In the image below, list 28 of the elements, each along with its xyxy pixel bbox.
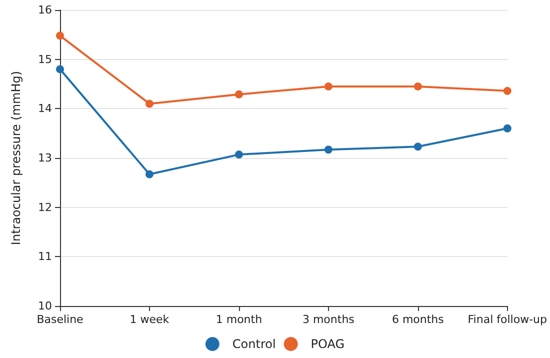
x-tick-label: 3 months [302,313,355,326]
y-tick-label: 16 [38,4,52,16]
x-tick-label: 1 month [216,313,262,326]
point [324,82,332,90]
legend-label: POAG [310,337,345,351]
y-tick-label: 13 [38,152,52,164]
x-tick-label: Final follow-up [468,313,548,326]
y-tick-label: 11 [38,250,52,264]
point [56,32,64,40]
y-tick-label: 12 [38,200,52,214]
x-tick-label: Baseline [36,313,84,326]
point [234,150,243,159]
y-tick-label: 14 [38,102,52,116]
point [414,142,422,151]
point [145,170,154,178]
point [503,124,512,132]
y-tick-label: 15 [38,52,52,66]
point [324,146,332,154]
point [414,82,422,90]
y-axis-title: Intraocular pressure (mmHg) [9,70,23,246]
point [145,100,154,108]
legend-label: Control [232,337,276,351]
x-tick-label: 1 week [130,313,170,326]
y-tick-label: 10 [38,300,52,312]
point [56,65,64,74]
point [234,90,243,98]
x-tick-label: 6 months [392,313,444,326]
point [503,86,512,95]
